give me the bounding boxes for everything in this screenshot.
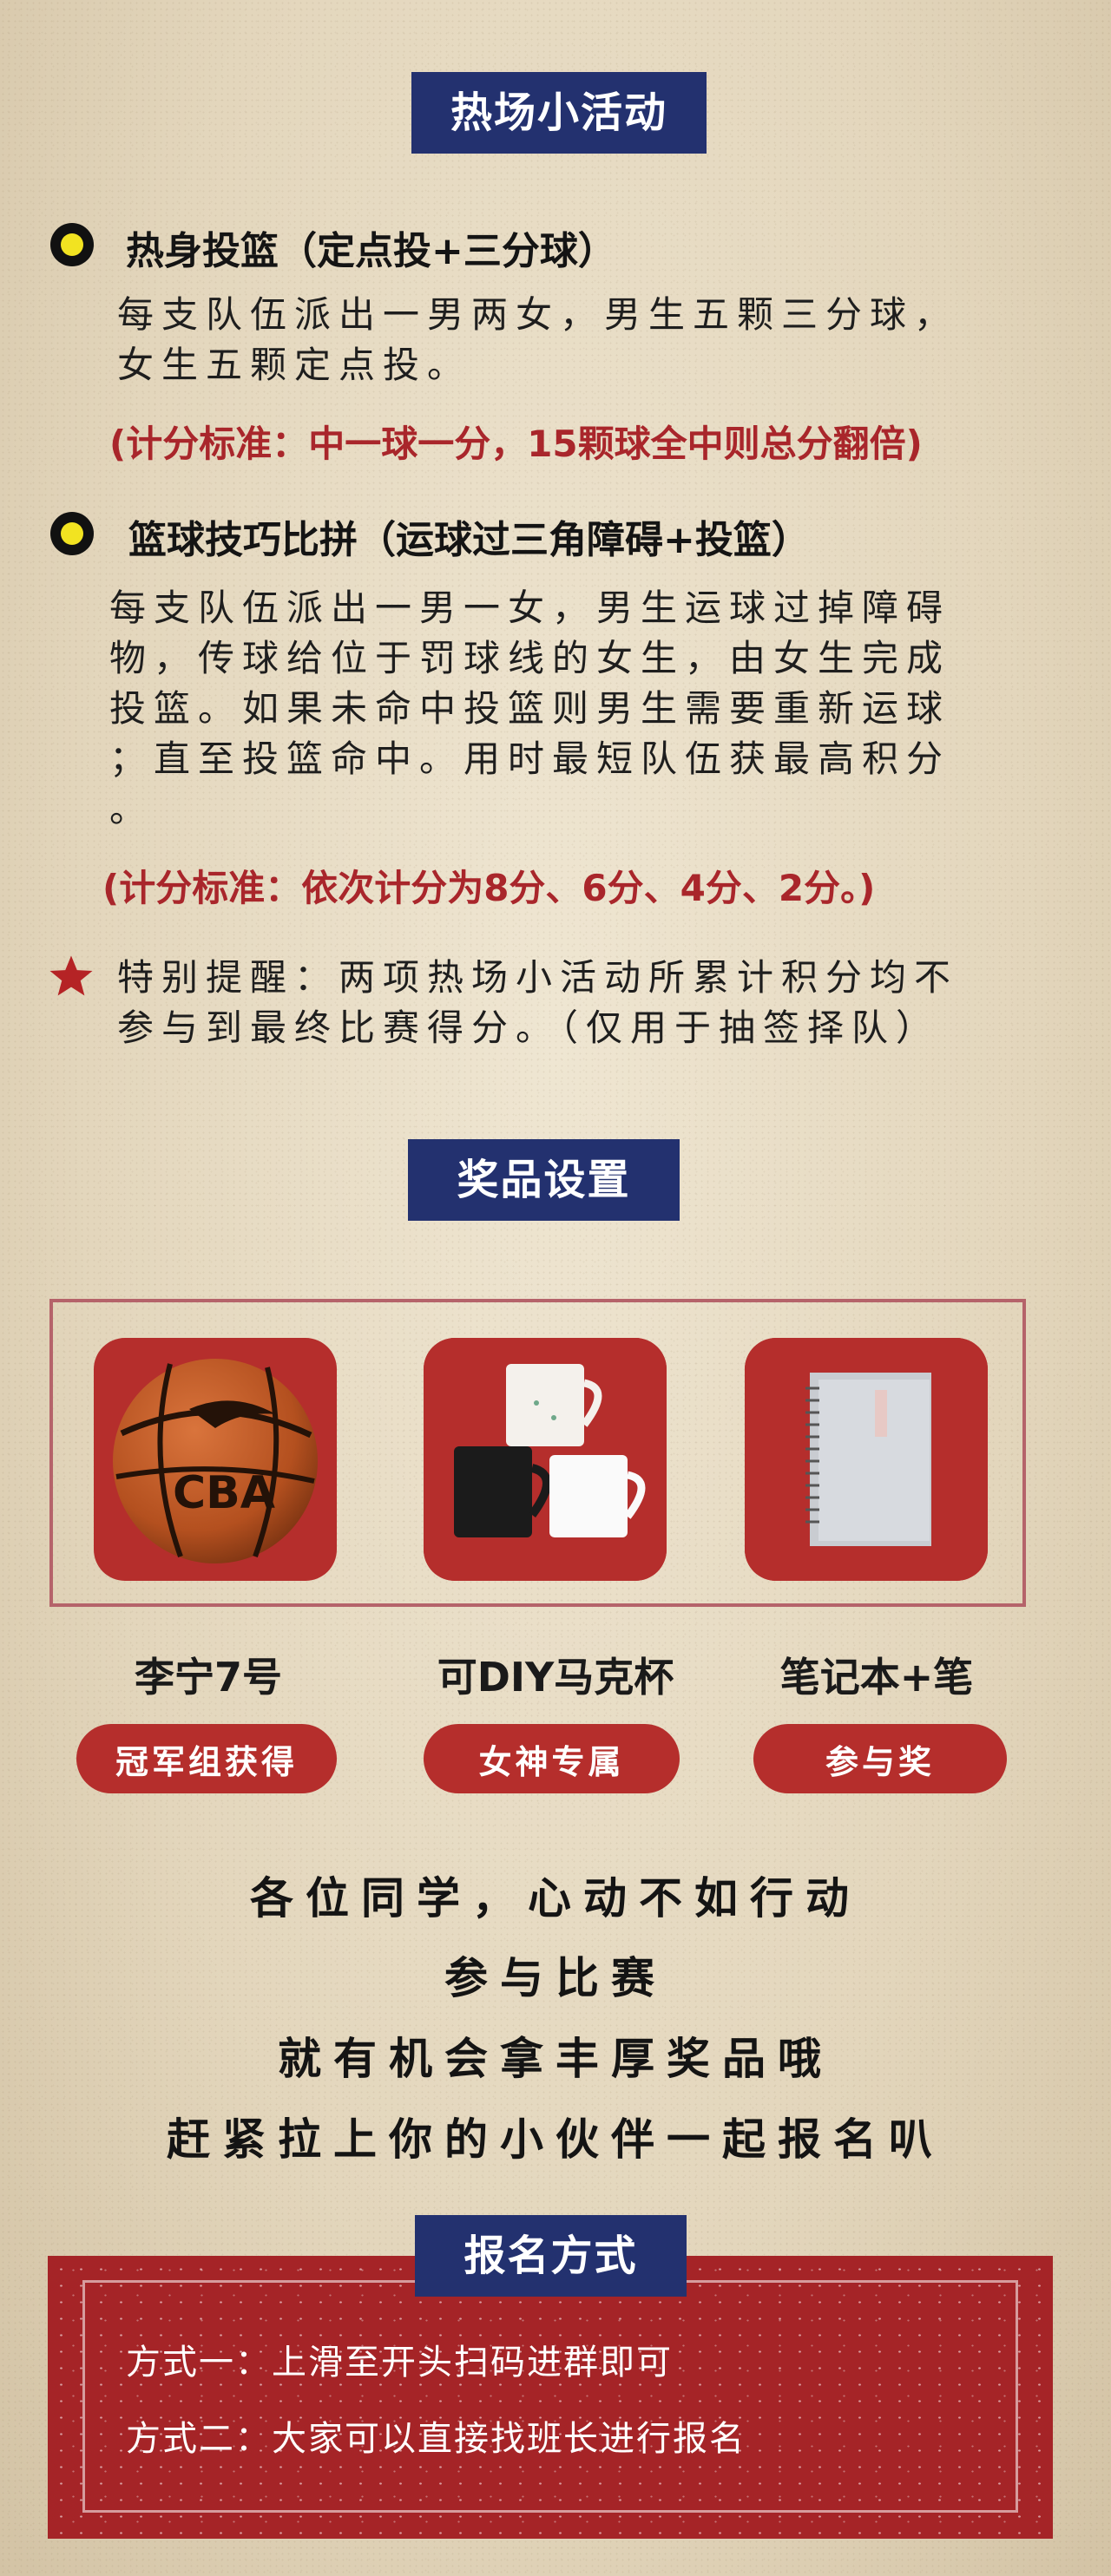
basketball-icon: CBA [113,1359,318,1563]
signup-speckle-texture [48,2256,1053,2539]
section-title-prizes-text: 奖品设置 [457,1156,631,1204]
star-icon [49,955,93,996]
section-title-warmup: 热场小活动 [411,72,707,154]
reminder-line2: 参与到最终比赛得分。（仅用于抽签择队） [117,1006,941,1049]
signup-panel: 方式一：上滑至开头扫码进群即可 方式二：大家可以直接找班长进行报名 [48,2256,1053,2539]
activity1-score-rule: (计分标准：中一球一分，15颗球全中则总分翻倍) [109,423,923,465]
activity2-desc-line3: 投篮。如果未命中投篮则男生需要重新运球 [109,687,951,730]
slogan-line3: 就有机会拿丰厚奖品哦 [278,2034,833,2084]
activity2-score-rule: (计分标准：依次计分为8分、6分、4分、2分。) [102,867,876,909]
activity2-desc-line4: ；直至投篮命中。用时最短队伍获最高积分 [109,737,951,780]
section-title-warmup-text: 热场小活动 [450,88,667,137]
signup-inner-frame [82,2280,1018,2513]
signup-method-2: 方式二：大家可以直接找班长进行报名 [126,2419,746,2459]
activity1-heading: 热身投篮（定点投+三分球） [126,229,616,273]
notebook-icon [745,1338,988,1581]
reminder-line1: 特别提醒：两项热场小活动所累计积分均不 [117,956,959,999]
section-title-signup-text: 报名方式 [463,2232,638,2280]
activity1-desc-line1: 每支队伍派出一男两女，男生五颗三分球， [117,293,959,336]
section-title-signup: 报名方式 [415,2215,687,2297]
bullet-dot-icon [50,223,94,266]
activity1-desc-line2: 女生五颗定点投。 [117,344,472,386]
section-title-prizes: 奖品设置 [408,1139,680,1221]
slogan-line4: 赶紧拉上你的小伙伴一起报名叭 [167,2114,944,2165]
basketball-brand: CBA [173,1467,275,1519]
prize-tile-mugs [424,1338,667,1581]
signup-method-1: 方式一：上滑至开头扫码进群即可 [126,2343,673,2383]
activity2-desc-line1: 每支队伍派出一男一女，男生运球过掉障碍 [109,587,951,629]
activity2-desc-line2: 物，传球给位于罚球线的女生，由女生完成 [109,637,951,679]
mug-icon [424,1338,667,1581]
activity2-desc-line5: 。 [109,788,154,830]
slogan-line1: 各位同学，心动不如行动 [250,1873,861,1924]
prize-tile-notebook [745,1338,988,1581]
prize-name-3: 笔记本+笔 [779,1654,974,1701]
prize-badge-1: 冠军组获得 [76,1724,337,1793]
prize-name-1: 李宁7号 [134,1654,282,1701]
prize-badge-3: 参与奖 [753,1724,1007,1793]
prize-name-2: 可DIY马克杯 [437,1654,674,1701]
activity2-heading: 篮球技巧比拼（运球过三角障碍+投篮） [128,518,810,562]
prize-tile-basketball: CBA [94,1338,337,1581]
prize-badge-2: 女神专属 [424,1724,680,1793]
bullet-dot-icon [50,512,94,555]
slogan-line2: 参与比赛 [444,1953,667,2003]
prize-frame [49,1299,1026,1607]
